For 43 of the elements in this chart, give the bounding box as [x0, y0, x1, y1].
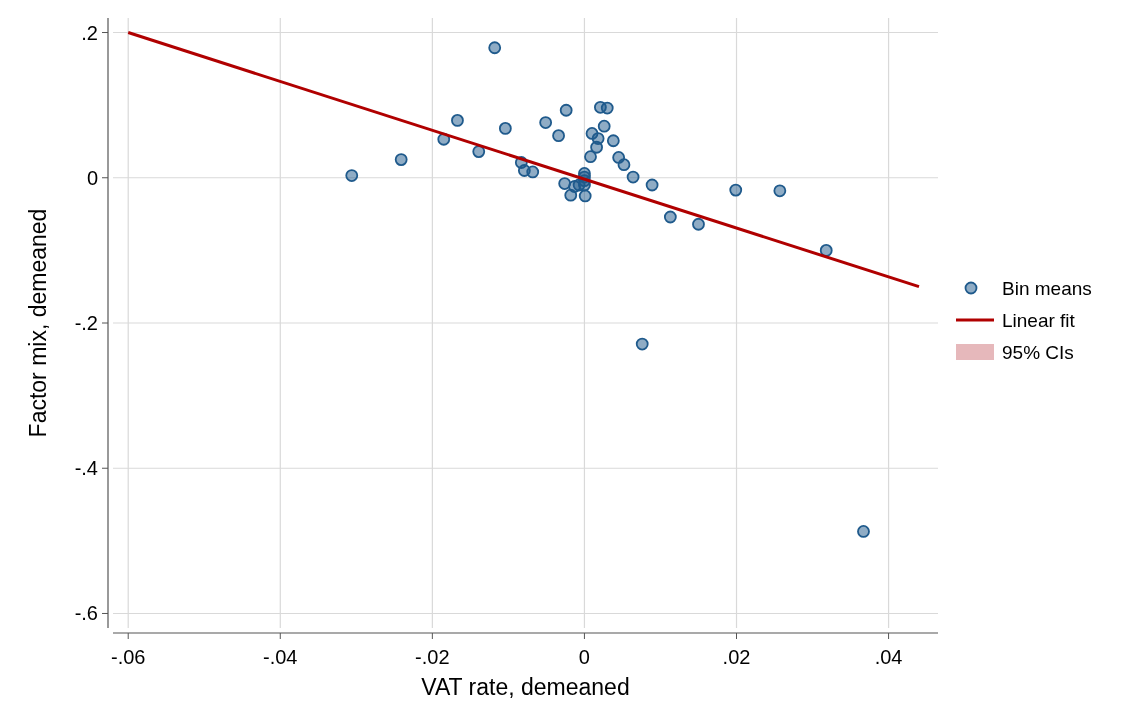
- y-tick-label: -.6: [74, 602, 98, 625]
- x-tick-label: .04: [874, 646, 903, 668]
- point: [451, 113, 464, 127]
- x-tick-label: -.06: [110, 646, 146, 668]
- point: [345, 169, 359, 182]
- x-tick-label: .02: [722, 646, 751, 668]
- y-tick-label: 0: [86, 166, 98, 189]
- point: [663, 210, 677, 224]
- x-tick-label: 0: [578, 646, 590, 668]
- point: [617, 158, 631, 172]
- point: [606, 134, 620, 148]
- point: [635, 337, 649, 351]
- point: [498, 121, 512, 135]
- point: [773, 184, 787, 198]
- point: [488, 41, 502, 55]
- y-tick-label: .2: [81, 21, 98, 44]
- point: [584, 150, 597, 164]
- point: [729, 183, 743, 197]
- point: [552, 129, 565, 143]
- x-tick-label: -.02: [415, 646, 450, 668]
- y-tick-label: -.4: [74, 457, 98, 480]
- point: [472, 145, 486, 159]
- legend-label: Bin means: [1002, 277, 1092, 299]
- x-tick-label: -.04: [263, 646, 298, 668]
- y-axis-title: Factor mix, demeaned: [25, 208, 51, 438]
- point: [626, 170, 640, 184]
- y-tick-label: -.2: [74, 312, 98, 334]
- point: [558, 177, 572, 190]
- point: [394, 153, 408, 167]
- point: [578, 189, 592, 203]
- legend-label: 95% CIs: [1002, 341, 1074, 363]
- point: [597, 119, 611, 133]
- point: [645, 178, 659, 192]
- legend-label: Linear fit: [1002, 309, 1076, 331]
- point: [559, 103, 573, 117]
- point: [526, 165, 540, 179]
- point: [857, 525, 870, 538]
- point: [539, 116, 553, 129]
- point: [819, 243, 833, 257]
- point: [591, 132, 605, 145]
- point: [600, 101, 614, 115]
- point: [692, 217, 705, 231]
- x-axis-title: VAT rate, demeaned: [421, 674, 630, 700]
